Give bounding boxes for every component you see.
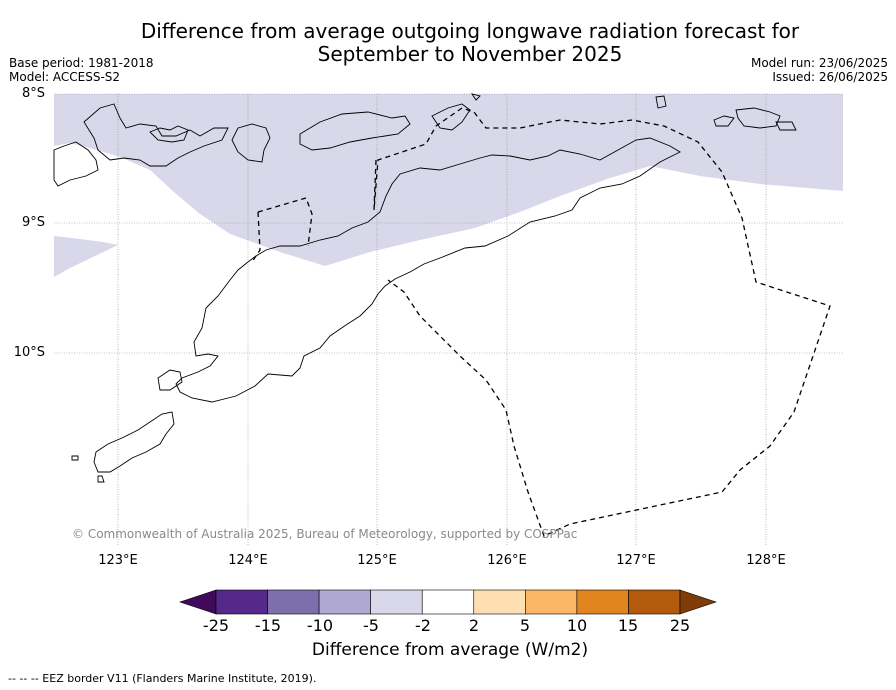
wetar-island-coastline xyxy=(431,103,471,131)
pantar-island-coastline xyxy=(231,123,271,163)
colorbar-tick-label: 5 xyxy=(519,616,531,635)
lon-label-124e: 124°E xyxy=(228,553,268,568)
lon-label-128e: 128°E xyxy=(746,553,786,568)
lat-label-8s: 8°S xyxy=(21,86,45,101)
eez-footnote: -- -- -- EEZ border V11 (Flanders Marine… xyxy=(8,672,317,685)
meta-right: Model run: 23/06/2025 Issued: 26/06/2025 xyxy=(751,56,888,84)
lon-label-125e: 125°E xyxy=(357,553,397,568)
timor-coastline xyxy=(175,137,681,403)
ndana-island-coastline xyxy=(97,475,105,483)
raijua-island-coastline xyxy=(71,455,79,461)
alor-island-coastline xyxy=(299,111,411,151)
eez-border-line xyxy=(251,107,831,537)
colorbar-tick-label: 15 xyxy=(617,616,639,635)
atauro-island-coastline xyxy=(470,93,481,101)
savu-island-coastline xyxy=(93,411,175,473)
lon-label-123e: 123°E xyxy=(98,553,138,568)
lakor-island-coastline xyxy=(775,121,797,131)
colorbar-tick-label: -2 xyxy=(415,616,431,635)
colorbar-tick-label: 10 xyxy=(566,616,588,635)
chart-title: Difference from average outgoing longwav… xyxy=(110,20,830,66)
base-period: Base period: 1981-2018 xyxy=(9,56,154,70)
leti-island-coastline xyxy=(713,115,735,127)
colorbar-label: Difference from average (W/m2) xyxy=(311,640,589,660)
colorbar-tick-label: -25 xyxy=(202,616,230,635)
issued-date: Issued: 26/06/2025 xyxy=(772,70,888,84)
colorbar-tick-label: 2 xyxy=(468,616,480,635)
lomblen-island-coastline xyxy=(149,125,189,143)
lon-label-127e: 127°E xyxy=(616,553,656,568)
lat-label-9s: 9°S xyxy=(21,215,45,230)
kisar-island-coastline xyxy=(655,95,667,109)
copyright-notice: © Commonwealth of Australia 2025, Bureau… xyxy=(72,527,578,541)
colorbar-tick-label: 25 xyxy=(669,616,691,635)
colorbar-tick-label: -15 xyxy=(254,616,282,635)
graticule xyxy=(54,93,843,545)
anomaly-shading-north xyxy=(54,94,843,266)
eez-border xyxy=(251,107,831,537)
colorbar-tick-label: -10 xyxy=(306,616,334,635)
title-line-2: September to November 2025 xyxy=(317,42,623,66)
moa-island-coastline xyxy=(735,107,781,129)
flores-east-coastline xyxy=(83,103,229,167)
lat-label-10s: 10°S xyxy=(13,345,45,360)
anomaly-shading-west xyxy=(54,236,118,277)
model-name: Model: ACCESS-S2 xyxy=(9,70,121,84)
flores-west-coastline xyxy=(53,141,99,187)
meta-left: Base period: 1981-2018 Model: ACCESS-S2 xyxy=(9,56,154,84)
lon-label-126e: 126°E xyxy=(487,553,527,568)
title-line-1: Difference from average outgoing longwav… xyxy=(140,19,800,43)
model-run: Model run: 23/06/2025 xyxy=(750,56,888,70)
coastlines xyxy=(53,93,797,483)
colorbar-tick-label: -5 xyxy=(363,616,379,635)
rote-island-coastline xyxy=(157,369,183,391)
